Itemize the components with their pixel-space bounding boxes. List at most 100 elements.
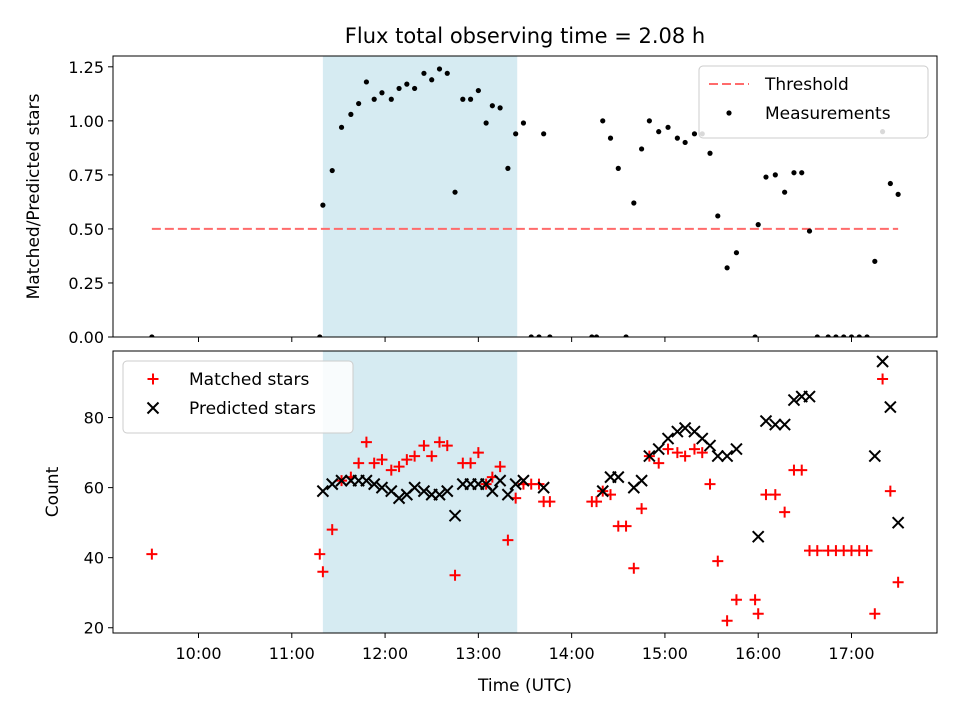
top-dot-point-35 — [607, 135, 614, 141]
top-dot-point-37 — [623, 334, 629, 337]
bottom-plus-point-17 — [441, 440, 453, 452]
top-y-tick-label: 1.00 — [68, 112, 104, 131]
top-dot-point-19 — [460, 96, 466, 102]
x-tick-label: 10:00 — [175, 644, 221, 663]
top-dot-point-61 — [833, 334, 839, 337]
x-tick-label: 16:00 — [735, 644, 781, 663]
bottom-x-point-12 — [417, 484, 431, 498]
top-dot-point-64 — [856, 334, 862, 337]
legend-label: Measurements — [765, 104, 891, 124]
top-dot-point-48 — [715, 213, 721, 219]
top-dot-point-15 — [429, 77, 435, 83]
top-dot-point-44 — [682, 139, 688, 146]
top-shaded-band — [322, 56, 518, 337]
bottom-plus-point-57 — [796, 464, 808, 476]
bottom-plus-point-15 — [426, 450, 438, 462]
bottom-plus-point-67 — [877, 373, 889, 385]
top-y-tick-label: 1.25 — [68, 58, 104, 77]
bottom-x-point-23 — [501, 488, 515, 501]
top-dot-point-40 — [646, 118, 652, 124]
top-legend-box — [698, 65, 929, 139]
top-dot-point-60 — [825, 334, 831, 337]
bottom-x-point-7 — [375, 481, 389, 494]
x-tick-label: 12:00 — [362, 644, 408, 663]
bottom-x-point-9 — [392, 491, 406, 505]
bottom-plus-point-20 — [465, 457, 477, 469]
top-dot-point-41 — [656, 129, 662, 135]
top-dot-point-25 — [505, 165, 511, 171]
bottom-y-axis-label: Count — [43, 466, 63, 517]
bottom-y-tick-label: 80 — [84, 409, 104, 428]
bottom-x-point-40 — [711, 449, 724, 463]
bottom-x-point-33 — [652, 442, 665, 456]
bottom-x-point-39 — [703, 439, 717, 452]
top-dot-point-2 — [320, 202, 326, 208]
top-dot-point-56 — [791, 170, 797, 176]
bottom-x-point-16 — [448, 509, 462, 522]
bottom-plus-point-3 — [326, 524, 338, 536]
top-dot-point-5 — [348, 111, 354, 117]
bottom-plus-point-43 — [671, 447, 683, 459]
bottom-plus-point-51 — [749, 594, 761, 606]
top-dot-point-43 — [674, 135, 680, 141]
bottom-plus-point-66 — [869, 608, 881, 620]
bottom-plus-point-9 — [376, 454, 388, 466]
top-dot-point-49 — [724, 265, 730, 271]
top-dot-point-42 — [665, 124, 671, 130]
bottom-plus-point-33 — [591, 496, 603, 508]
bottom-legend-box — [122, 360, 354, 434]
bottom-x-point-21 — [486, 484, 499, 498]
bottom-plus-point-55 — [779, 506, 791, 518]
top-dot-point-17 — [444, 70, 450, 76]
bottom-x-point-24 — [509, 477, 522, 491]
bottom-x-point-50 — [868, 449, 882, 463]
legend-predicted-swatch — [146, 401, 160, 415]
top-dot-point-63 — [848, 334, 855, 337]
bottom-x-point-34 — [661, 432, 675, 445]
bottom-x-point-41 — [720, 449, 734, 463]
top-dot-point-38 — [631, 200, 637, 206]
bottom-plus-point-50 — [730, 594, 742, 606]
top-dot-point-54 — [772, 172, 778, 178]
bottom-x-point-46 — [778, 418, 791, 431]
x-tick-label: 11:00 — [269, 644, 315, 663]
bottom-plus-point-31 — [544, 496, 556, 508]
top-dot-point-0 — [149, 334, 155, 337]
bottom-plus-point-68 — [884, 485, 896, 497]
bottom-x-point-35 — [671, 425, 684, 438]
bottom-plus-point-13 — [409, 450, 421, 462]
bottom-x-point-25 — [517, 474, 530, 487]
top-dot-point-6 — [356, 100, 362, 107]
bottom-x-point-14 — [433, 488, 446, 501]
top-dot-point-55 — [782, 189, 788, 195]
top-dot-point-36 — [615, 165, 621, 171]
bottom-x-point-26 — [537, 481, 550, 494]
bottom-plus-point-53 — [760, 489, 772, 501]
bottom-plus-point-42 — [662, 443, 674, 455]
top-dot-point-12 — [404, 81, 410, 87]
top-dot-point-10 — [388, 96, 394, 102]
bottom-plus-point-0 — [146, 548, 158, 560]
top-dot-point-57 — [799, 170, 805, 176]
top-dot-point-31 — [547, 334, 553, 337]
bottom-plus-point-2 — [317, 566, 329, 578]
top-dot-point-13 — [412, 85, 418, 92]
top-dot-point-23 — [489, 103, 495, 109]
bottom-plus-point-49 — [721, 615, 733, 627]
top-dot-point-50 — [733, 250, 740, 256]
top-plot-area — [149, 56, 901, 337]
top-y-tick-label: 0.50 — [68, 220, 104, 239]
bottom-x-point-22 — [493, 474, 507, 487]
bottom-plus-point-52 — [752, 608, 764, 620]
x-axis-label: Time (UTC) — [477, 676, 572, 696]
bottom-plus-point-46 — [696, 447, 708, 459]
top-dot-point-52 — [755, 222, 761, 228]
bottom-plus-point-21 — [472, 447, 484, 459]
bottom-x-point-5 — [360, 474, 373, 487]
top-dot-point-21 — [475, 87, 481, 94]
top-y-tick-label: 0.00 — [68, 328, 104, 347]
bottom-x-point-32 — [643, 449, 656, 463]
top-dot-point-18 — [452, 189, 458, 195]
bottom-plus-point-12 — [401, 454, 413, 466]
